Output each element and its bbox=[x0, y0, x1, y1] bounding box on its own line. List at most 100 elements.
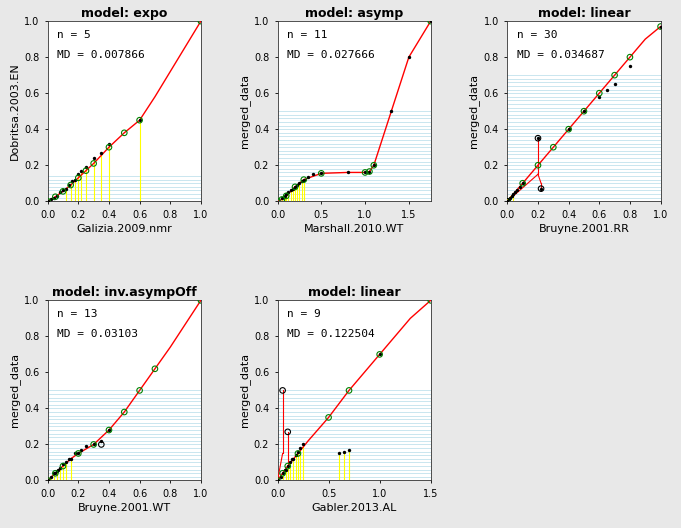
Point bbox=[624, 62, 635, 70]
Point bbox=[511, 186, 522, 195]
Point bbox=[76, 446, 86, 454]
Point bbox=[104, 143, 114, 152]
Point bbox=[64, 181, 74, 189]
Title: model: linear: model: linear bbox=[308, 286, 400, 299]
Point bbox=[594, 89, 605, 97]
Point bbox=[655, 22, 666, 31]
Point bbox=[342, 168, 353, 177]
Point bbox=[42, 197, 53, 205]
Point bbox=[48, 193, 59, 202]
Point bbox=[505, 193, 516, 202]
X-axis label: Gabler.2013.AL: Gabler.2013.AL bbox=[311, 503, 397, 513]
Point bbox=[96, 148, 107, 157]
Point bbox=[73, 449, 84, 458]
Point bbox=[54, 464, 65, 472]
Point bbox=[279, 466, 290, 474]
Point bbox=[291, 181, 302, 189]
Point bbox=[294, 179, 305, 187]
Point bbox=[80, 163, 91, 171]
Point bbox=[42, 476, 53, 485]
Point bbox=[518, 179, 528, 187]
X-axis label: Bruyne.2001.RR: Bruyne.2001.RR bbox=[539, 224, 629, 234]
Point bbox=[73, 170, 84, 178]
Point bbox=[69, 175, 80, 184]
Point bbox=[52, 467, 63, 476]
Text: n = 5: n = 5 bbox=[57, 30, 91, 40]
Point bbox=[364, 167, 375, 176]
Text: n = 11: n = 11 bbox=[287, 30, 327, 40]
Point bbox=[368, 161, 379, 169]
Point bbox=[609, 71, 620, 79]
Point bbox=[548, 143, 558, 152]
Point bbox=[403, 53, 414, 61]
Point bbox=[45, 195, 56, 204]
Point bbox=[96, 437, 107, 445]
Point bbox=[360, 168, 370, 177]
Point bbox=[50, 469, 61, 477]
Point bbox=[533, 134, 543, 143]
Y-axis label: merged_data: merged_data bbox=[239, 74, 250, 148]
Point bbox=[514, 183, 525, 191]
Point bbox=[80, 166, 91, 175]
Point bbox=[425, 17, 436, 25]
Point bbox=[104, 426, 114, 434]
Point bbox=[195, 296, 206, 305]
Point bbox=[276, 195, 287, 204]
Point bbox=[76, 166, 86, 175]
Point bbox=[277, 469, 288, 477]
Point bbox=[624, 53, 635, 61]
Point bbox=[104, 426, 114, 434]
Point bbox=[282, 462, 293, 470]
Point bbox=[287, 455, 298, 463]
Point bbox=[54, 188, 65, 196]
Point bbox=[88, 154, 99, 162]
Point bbox=[375, 350, 385, 359]
Point bbox=[42, 197, 53, 205]
Point bbox=[507, 192, 518, 200]
Point bbox=[338, 447, 349, 456]
Point bbox=[67, 177, 78, 186]
Point bbox=[294, 444, 305, 452]
Point bbox=[285, 186, 296, 195]
Text: MD = 0.027666: MD = 0.027666 bbox=[287, 50, 375, 60]
Title: model: asymp: model: asymp bbox=[305, 7, 403, 20]
Point bbox=[104, 139, 114, 148]
Point bbox=[118, 129, 129, 137]
Title: model: linear: model: linear bbox=[537, 7, 631, 20]
Point bbox=[118, 408, 129, 416]
Y-axis label: merged_data: merged_data bbox=[9, 353, 20, 428]
Point bbox=[48, 469, 59, 477]
Point bbox=[601, 86, 612, 94]
Point bbox=[283, 188, 294, 196]
Point bbox=[502, 197, 513, 205]
Point bbox=[57, 187, 68, 195]
X-axis label: Marshall.2010.WT: Marshall.2010.WT bbox=[304, 224, 405, 234]
Point bbox=[52, 192, 63, 200]
Point bbox=[298, 440, 308, 449]
Point bbox=[281, 466, 291, 474]
Point bbox=[290, 451, 301, 459]
Point bbox=[533, 134, 543, 143]
Text: n = 13: n = 13 bbox=[57, 309, 97, 319]
Title: model: inv.asympOff: model: inv.asympOff bbox=[52, 286, 197, 299]
Point bbox=[282, 462, 293, 470]
Point bbox=[65, 455, 76, 463]
Point bbox=[195, 17, 206, 25]
Point bbox=[277, 386, 288, 394]
Point bbox=[65, 181, 76, 189]
Point bbox=[425, 296, 436, 305]
Y-axis label: merged_data: merged_data bbox=[469, 74, 479, 148]
Text: MD = 0.122504: MD = 0.122504 bbox=[287, 329, 375, 339]
Point bbox=[343, 386, 354, 394]
Text: MD = 0.034687: MD = 0.034687 bbox=[517, 50, 604, 60]
Text: n = 9: n = 9 bbox=[287, 309, 321, 319]
Point bbox=[57, 462, 68, 470]
Point bbox=[655, 22, 666, 31]
Text: n = 30: n = 30 bbox=[517, 30, 557, 40]
Point bbox=[73, 174, 84, 182]
Point bbox=[425, 17, 436, 25]
Point bbox=[536, 184, 547, 193]
Point bbox=[61, 458, 72, 467]
Point bbox=[316, 169, 327, 177]
Point bbox=[594, 92, 605, 101]
